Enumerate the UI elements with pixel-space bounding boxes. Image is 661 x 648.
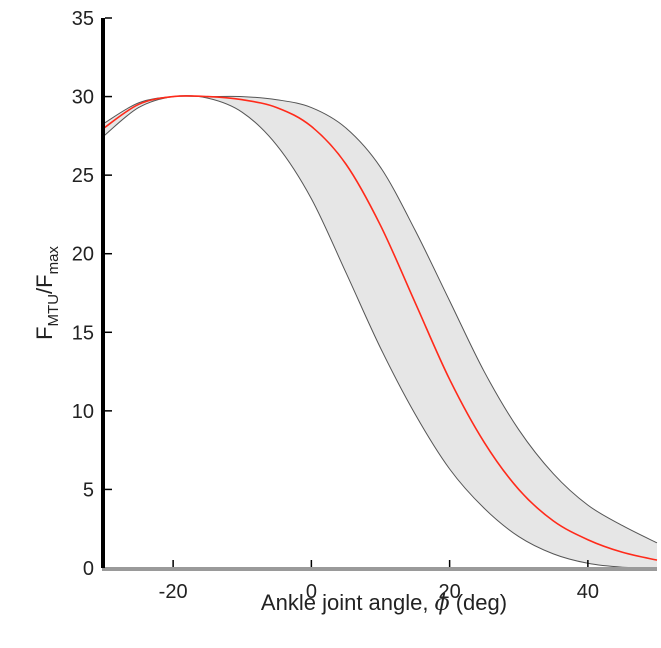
x-tick-label: -20 xyxy=(159,581,188,603)
confidence-band-fill xyxy=(104,95,657,568)
x-tick-label: 40 xyxy=(577,581,599,603)
x-tick-label: 20 xyxy=(439,581,461,603)
axes-layer xyxy=(101,17,657,571)
confidence-band-layer xyxy=(103,95,658,569)
y-tick-label: 30 xyxy=(72,87,94,109)
y-axis-label: FMTU/Fmax xyxy=(32,246,62,340)
x-axis-label: Ankle joint angle, ϕ (deg) xyxy=(261,590,507,616)
series-line-layer xyxy=(103,95,658,561)
y-tick-label: 10 xyxy=(72,401,94,423)
y-tick-label: 0 xyxy=(83,558,94,580)
y-tick-label: 20 xyxy=(72,244,94,266)
y-tick-label: 15 xyxy=(72,322,94,344)
x-tick-label: 0 xyxy=(306,581,317,603)
y-tick-label: 5 xyxy=(83,479,94,501)
y-tick-label: 25 xyxy=(72,165,94,187)
mean-line xyxy=(103,95,658,561)
tick-label-layer: 0 5 10 15 20 25 30 35 -20 0 20 40 xyxy=(72,8,599,603)
y-tick-label: 35 xyxy=(72,8,94,30)
